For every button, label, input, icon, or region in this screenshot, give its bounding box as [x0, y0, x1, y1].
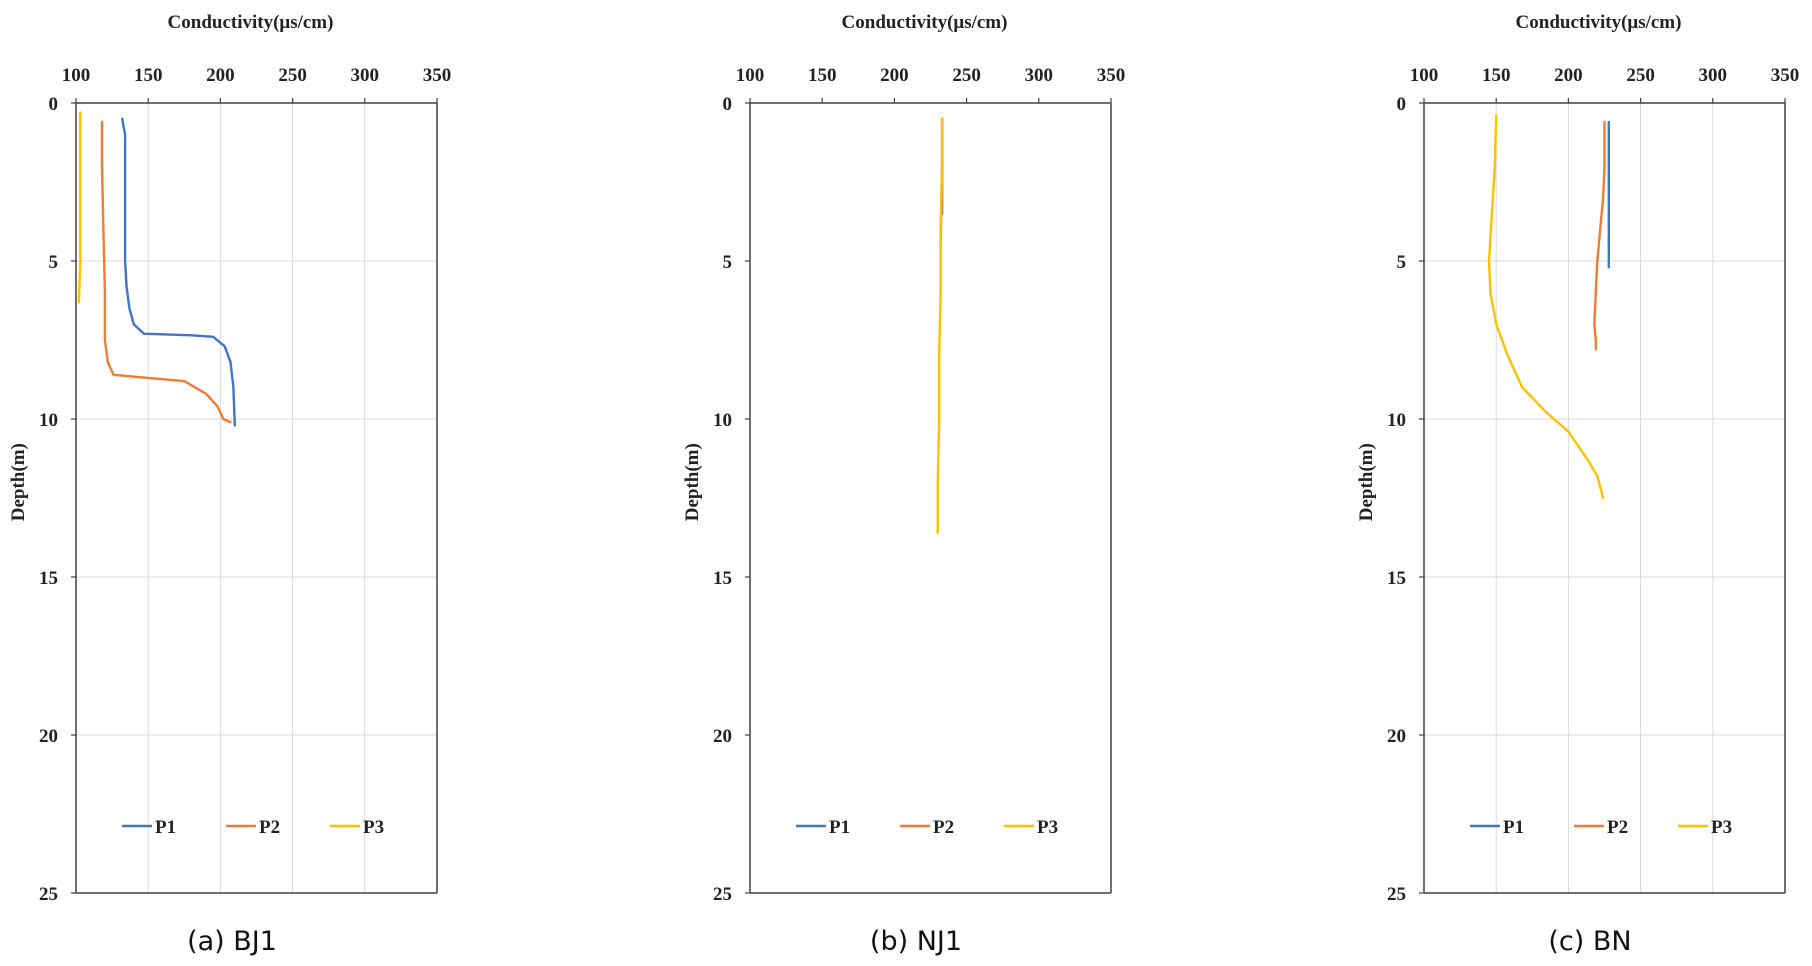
y-axis-title: Depth(m) [1356, 443, 1377, 521]
legend-label-p3: P3 [1711, 817, 1732, 838]
x-axis-title: Conductivity(μs/cm) [842, 12, 1008, 33]
x-tick-label: 350 [1771, 65, 1800, 86]
y-tick-label: 25 [713, 884, 732, 905]
legend-label-p1: P1 [155, 817, 176, 838]
x-tick-label: 150 [134, 65, 163, 86]
x-tick-label: 300 [1025, 65, 1054, 86]
legend-label-p1: P1 [829, 817, 850, 838]
series-line-p3 [77, 111, 82, 304]
series-line-p2 [1593, 120, 1606, 351]
chart-panel-1: 100 150 200 250 300 350 0 5 10 15 20 25 Conductivity… [682, 12, 1125, 957]
legend-label-p1: P1 [1503, 817, 1524, 838]
x-axis-title: Conductivity(μs/cm) [168, 12, 334, 33]
x-axis-title: Conductivity(μs/cm) [1516, 12, 1682, 33]
x-tick-label: 100 [1410, 65, 1439, 86]
y-tick-label: 5 [723, 252, 733, 273]
y-tick-label: 0 [1397, 94, 1407, 115]
chart-panel-0: 100 150 200 250 300 350 0 5 10 15 20 25 Conductivity… [8, 12, 451, 957]
x-tick-label: 200 [880, 65, 909, 86]
y-tick-label: 15 [39, 568, 58, 589]
x-tick-label: 100 [62, 65, 91, 86]
y-tick-label: 0 [723, 94, 733, 115]
x-tick-label: 200 [1554, 65, 1583, 86]
y-tick-label: 25 [1387, 884, 1406, 905]
y-tick-label: 20 [713, 726, 732, 747]
panel-caption: (c) BN [1548, 926, 1631, 957]
y-tick-label: 5 [1397, 252, 1407, 273]
y-tick-label: 10 [713, 410, 732, 431]
legend-label-p3: P3 [363, 817, 384, 838]
x-tick-label: 200 [206, 65, 235, 86]
x-tick-label: 350 [423, 65, 452, 86]
y-tick-label: 10 [39, 410, 58, 431]
x-tick-label: 250 [278, 65, 307, 86]
x-tick-label: 300 [351, 65, 380, 86]
series-line-p3 [936, 117, 944, 534]
y-tick-label: 5 [49, 252, 59, 273]
panel-caption: (a) BJ1 [187, 926, 277, 957]
y-tick-label: 20 [1387, 726, 1406, 747]
x-tick-label: 100 [736, 65, 765, 86]
legend-label-p3: P3 [1037, 817, 1058, 838]
legend-label-p2: P2 [259, 817, 280, 838]
y-tick-label: 15 [1387, 568, 1406, 589]
series-line-p1 [121, 117, 236, 427]
series-line-p3 [1487, 114, 1605, 500]
chart-panel-2: 100 150 200 250 300 350 0 5 10 15 20 25 Conductivity… [1356, 12, 1799, 957]
y-tick-label: 0 [49, 94, 59, 115]
series-line-p2 [100, 120, 232, 424]
x-tick-label: 300 [1699, 65, 1728, 86]
y-axis-title: Depth(m) [682, 443, 703, 521]
x-tick-label: 150 [808, 65, 837, 86]
y-tick-label: 20 [39, 726, 58, 747]
panel-caption: (b) NJ1 [870, 926, 962, 957]
y-tick-label: 15 [713, 568, 732, 589]
legend-label-p2: P2 [1607, 817, 1628, 838]
legend-label-p2: P2 [933, 817, 954, 838]
y-axis-title: Depth(m) [8, 443, 29, 521]
x-tick-label: 250 [1626, 65, 1655, 86]
x-tick-label: 250 [952, 65, 981, 86]
y-tick-label: 10 [1387, 410, 1406, 431]
x-tick-label: 350 [1097, 65, 1126, 86]
x-tick-label: 150 [1482, 65, 1511, 86]
y-tick-label: 25 [39, 884, 58, 905]
